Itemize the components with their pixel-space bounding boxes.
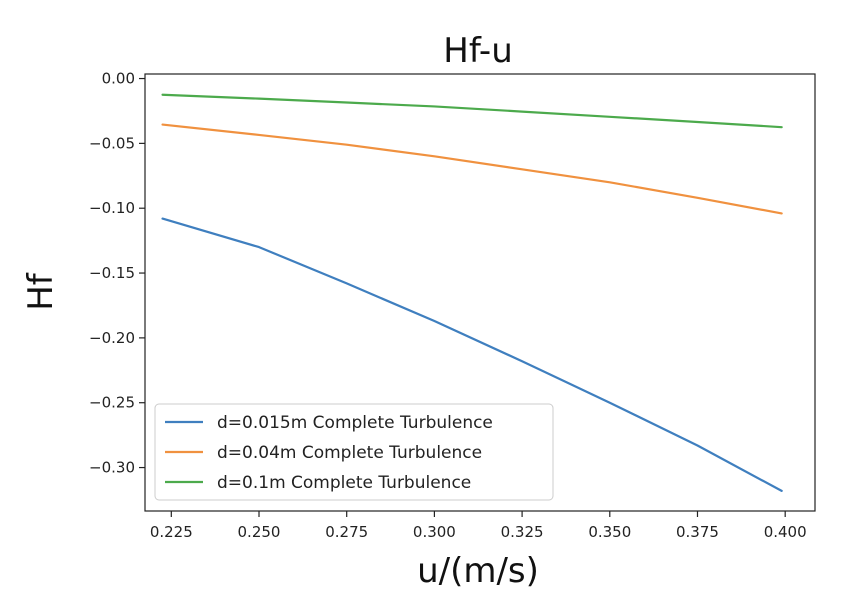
series-line-1	[161, 217, 783, 492]
plot-area: 0.225 0.250 0.275 0.300 0.325 0.350 0.375 0.400…	[89, 70, 816, 541]
series-line-2	[161, 123, 783, 215]
y-tick-label: −0.25	[89, 394, 135, 412]
y-tick-label: −0.20	[89, 329, 135, 347]
y-tick-label: −0.30	[89, 459, 135, 477]
x-tick-label: 0.225	[150, 523, 193, 541]
x-tick-label: 0.350	[588, 523, 631, 541]
x-tick-label: 0.275	[325, 523, 368, 541]
x-tick-label: 0.250	[238, 523, 281, 541]
legend: d=0.015m Complete Turbulence d=0.04m Comp…	[154, 403, 554, 501]
chart-title: Hf-u	[443, 31, 513, 71]
legend-entry: d=0.015m Complete Turbulence	[217, 413, 493, 433]
x-tick-label: 0.400	[764, 523, 807, 541]
series-line-3	[161, 93, 783, 129]
legend-box	[154, 403, 554, 501]
y-tick-label: −0.05	[89, 134, 135, 152]
x-tick-label: 0.375	[676, 523, 719, 541]
y-axis-title: Hf	[21, 272, 61, 311]
x-tick-label: 0.300	[413, 523, 456, 541]
y-tick-label: 0.00	[102, 70, 135, 88]
legend-entry: d=0.04m Complete Turbulence	[217, 443, 482, 463]
y-tick-label: −0.10	[89, 199, 135, 217]
y-tick-label: −0.15	[89, 264, 135, 282]
x-axis-title: u/(m/s)	[417, 551, 539, 591]
plot-frame	[144, 73, 816, 512]
x-tick-label: 0.325	[501, 523, 544, 541]
legend-entry: d=0.1m Complete Turbulence	[217, 473, 471, 493]
